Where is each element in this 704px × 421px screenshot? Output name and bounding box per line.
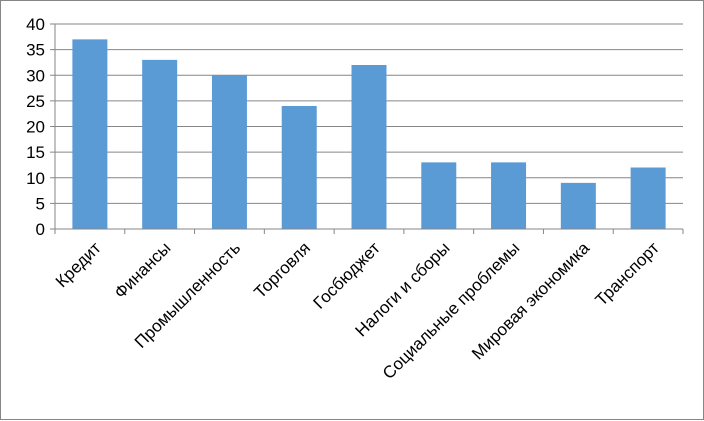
bar bbox=[72, 39, 108, 229]
bar bbox=[142, 59, 178, 229]
y-tick-label: 15 bbox=[26, 143, 45, 162]
bar bbox=[560, 182, 596, 229]
y-tick-label: 40 bbox=[26, 15, 45, 34]
x-tick-label: Торговля bbox=[250, 238, 314, 302]
x-tick-label: Социальные проблемы bbox=[379, 238, 524, 383]
y-tick-label: 0 bbox=[36, 220, 45, 239]
bar bbox=[281, 106, 317, 229]
x-tick-label: Госбюджет bbox=[310, 238, 384, 312]
y-tick-label: 20 bbox=[26, 118, 45, 137]
bar bbox=[491, 162, 527, 229]
bar bbox=[351, 65, 387, 229]
y-tick-labels: 0 5 10 15 20 25 30 35 40 bbox=[26, 15, 45, 239]
bars bbox=[72, 39, 666, 229]
x-tick-label: Финансы bbox=[111, 238, 175, 302]
y-tick-label: 5 bbox=[36, 194, 45, 213]
x-tick-label: Мировая экономика bbox=[468, 238, 593, 363]
bar bbox=[630, 167, 666, 229]
x-tick-label: Транспорт bbox=[592, 238, 663, 309]
y-tick-label: 35 bbox=[26, 41, 45, 60]
y-tick-label: 10 bbox=[26, 169, 45, 188]
axes bbox=[50, 23, 684, 234]
bar bbox=[421, 162, 457, 229]
x-tick-label: Кредит bbox=[52, 238, 105, 291]
y-tick-label: 30 bbox=[26, 66, 45, 85]
bar bbox=[211, 75, 247, 229]
y-tick-label: 25 bbox=[26, 92, 45, 111]
